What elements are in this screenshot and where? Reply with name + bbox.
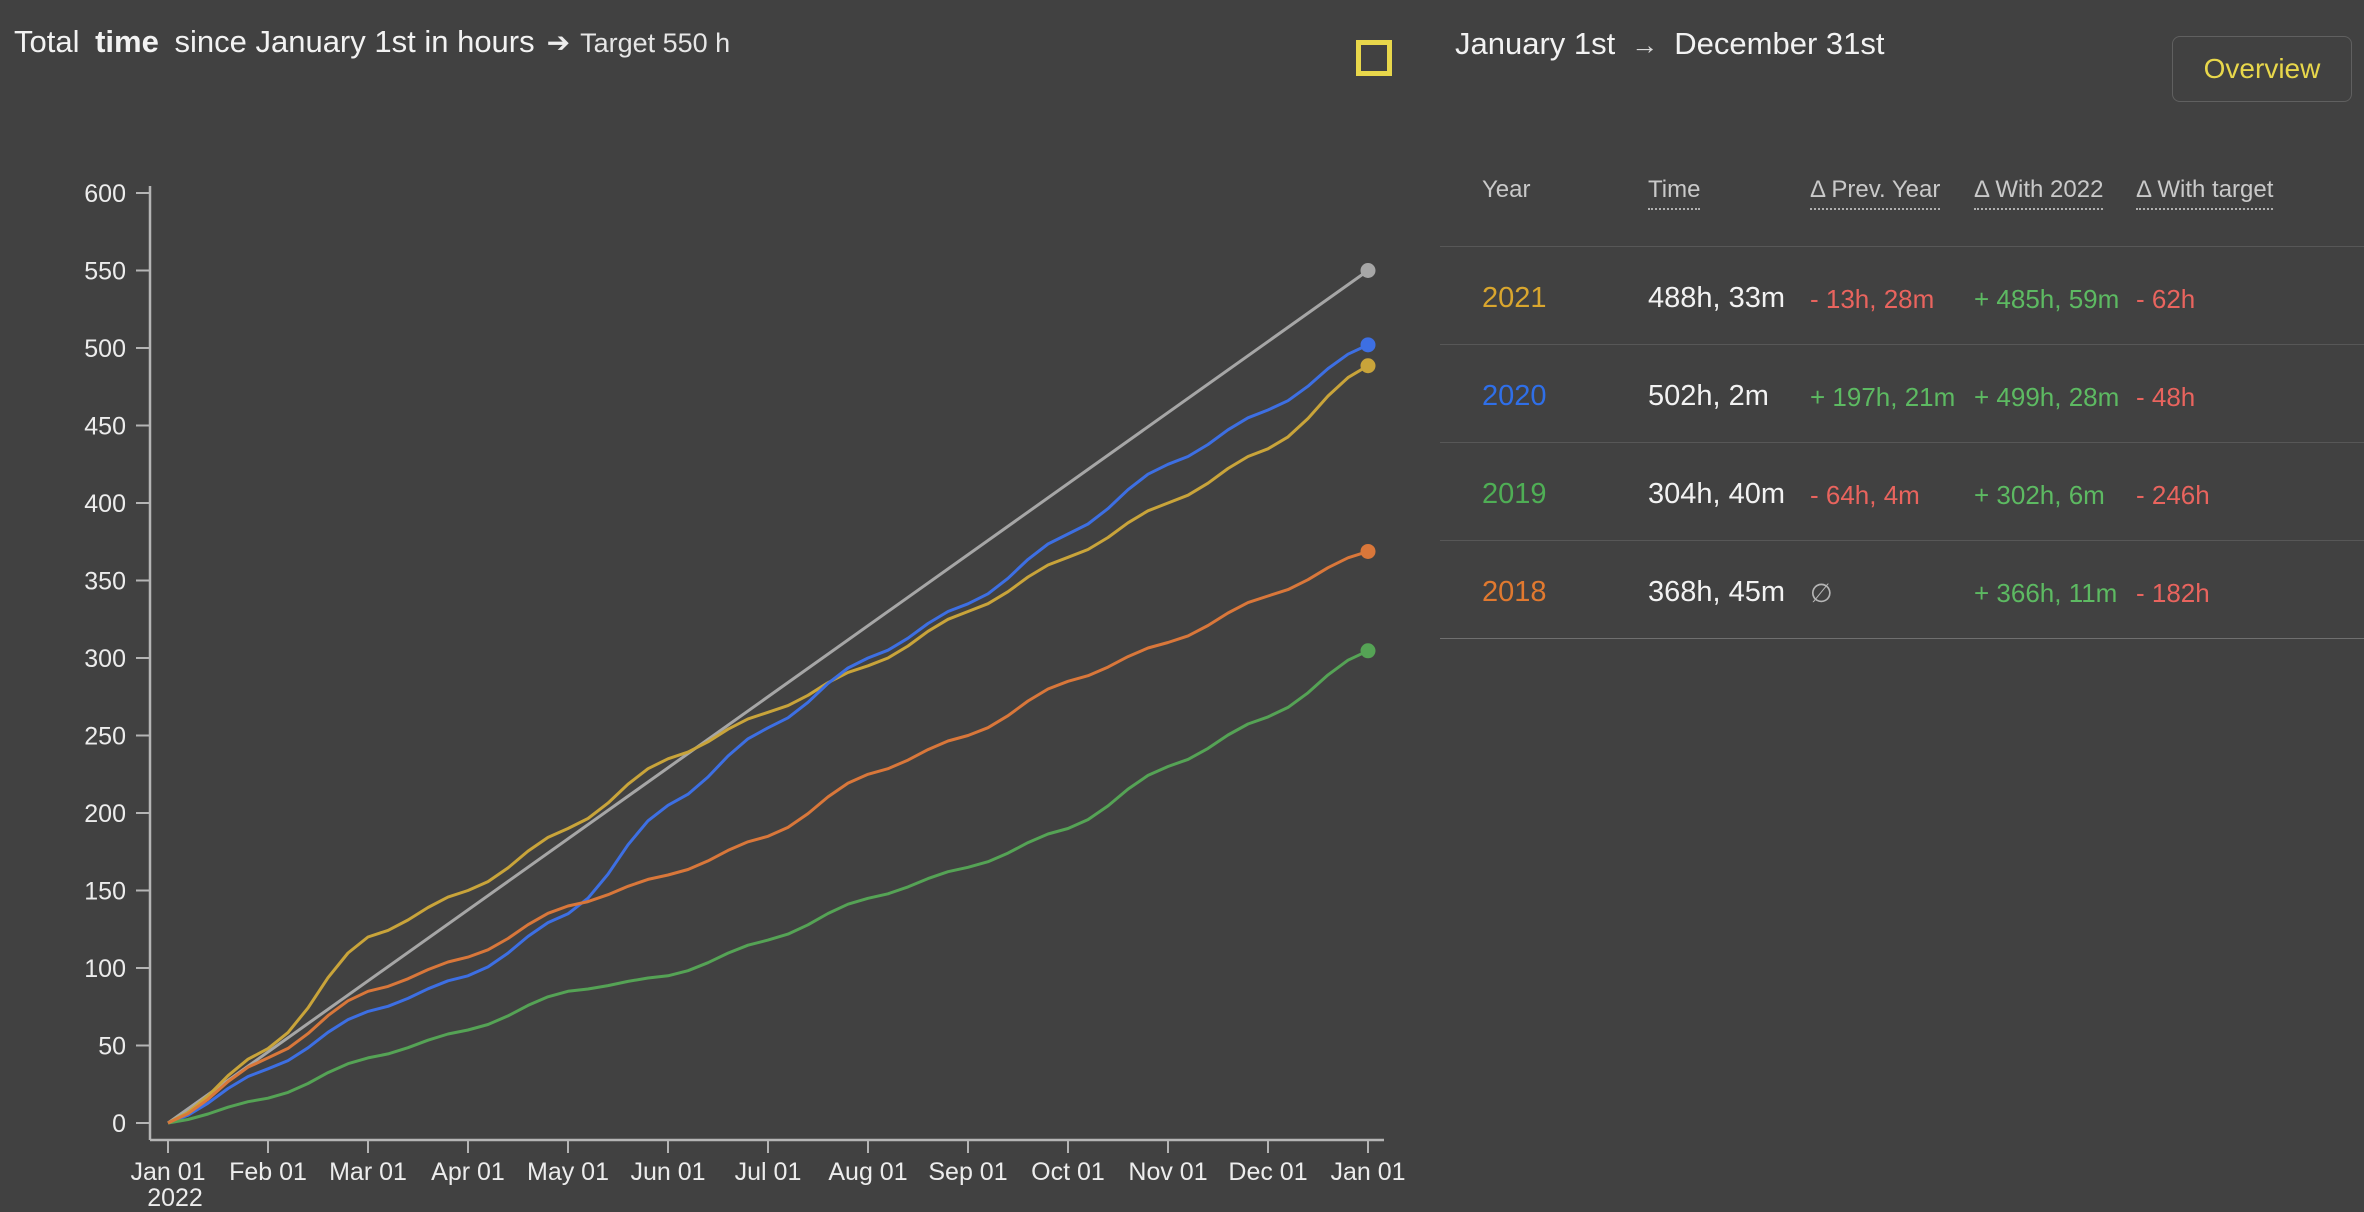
- table-header--with-target[interactable]: Δ With target: [2136, 176, 2274, 210]
- y-tick-label: 500: [84, 335, 126, 363]
- series-line-2020: [167, 343, 1369, 1125]
- arrow-icon: ➔: [546, 27, 571, 58]
- y-tick-label: 550: [84, 258, 126, 286]
- y-tick-label: 300: [84, 645, 126, 673]
- year-label-2019[interactable]: 2019: [1482, 478, 1547, 510]
- x-tick-label: May 01: [527, 1158, 609, 1186]
- y-tick-label: 450: [84, 413, 126, 441]
- year-label-2020[interactable]: 2020: [1482, 380, 1547, 412]
- table-row-separator: [1440, 638, 2364, 639]
- x-tick-label: Jan 01: [130, 1158, 205, 1186]
- delta-cell-2020-2: - 48h: [2136, 382, 2196, 412]
- fullscreen-corner: [1374, 40, 1392, 58]
- table-row-separator: [1440, 442, 2364, 443]
- chart-title-target: Target 550 h: [580, 28, 731, 58]
- x-axis-year-label: 2022: [147, 1184, 203, 1212]
- y-tick-label: 50: [98, 1033, 126, 1061]
- fullscreen-expand-icon[interactable]: [1356, 40, 1392, 76]
- time-value-2021: 488h, 33m: [1648, 282, 1786, 314]
- table-row-separator: [1440, 540, 2364, 541]
- delta-cell-2021-1: + 485h, 59m: [1974, 284, 2120, 314]
- chart-title-total: Total: [14, 24, 80, 59]
- delta-cell-2019-2: - 246h: [2136, 480, 2210, 510]
- time-value-2018: 368h, 45m: [1648, 576, 1786, 608]
- delta-cell-2021-2: - 62h: [2136, 284, 2196, 314]
- fullscreen-corner: [1374, 58, 1392, 76]
- x-tick-label: Oct 01: [1031, 1158, 1105, 1186]
- date-range-header: January 1st → December 31st: [1455, 26, 1884, 62]
- range-from: January 1st: [1455, 26, 1616, 61]
- x-tick-label: Mar 01: [329, 1158, 407, 1186]
- table-header-label[interactable]: Δ With target: [2136, 176, 2274, 210]
- table-header-time[interactable]: Time: [1648, 176, 1701, 210]
- delta-cell-2018-2: - 182h: [2136, 578, 2210, 608]
- x-tick-label: Nov 01: [1128, 1158, 1207, 1186]
- y-tick-label: 0: [112, 1110, 126, 1138]
- delta-cell-2019-1: + 302h, 6m: [1974, 480, 2105, 510]
- y-tick-label: 150: [84, 878, 126, 906]
- series-line-2018: [167, 549, 1369, 1125]
- x-tick-label: Aug 01: [828, 1158, 907, 1186]
- table-header--with-2022[interactable]: Δ With 2022: [1974, 176, 2104, 210]
- series-line-2019: [167, 649, 1369, 1125]
- series-end-dot-target-550-h: [1360, 263, 1376, 278]
- delta-cell-2021-0: - 13h, 28m: [1810, 284, 1935, 314]
- arrow-right-icon: →: [1631, 30, 1659, 60]
- x-tick-label: Jun 01: [630, 1158, 705, 1186]
- y-tick-label: 250: [84, 723, 126, 751]
- delta-cell-2018-0: ∅: [1810, 578, 1833, 608]
- x-tick-label: Dec 01: [1228, 1158, 1307, 1186]
- series-line-2021: [167, 364, 1369, 1125]
- year-comparison-table: Year Time Δ Prev. Year Δ With 2022 Δ With ta…: [1440, 176, 2364, 639]
- table-row-separator: [1440, 344, 2364, 345]
- series-end-dot-2021: [1360, 358, 1376, 374]
- delta-cell-2020-0: + 197h, 21m: [1810, 382, 1956, 412]
- overview-button[interactable]: Overview: [2172, 36, 2352, 102]
- fullscreen-corner: [1356, 58, 1374, 76]
- time-line-chart: 0 50 100 150 200 250 300 350 400 450 500 550 600 Jan …: [84, 180, 1405, 1212]
- x-tick-label: Jul 01: [735, 1158, 802, 1186]
- series-end-dot-2020: [1360, 337, 1376, 353]
- fullscreen-corner: [1356, 40, 1374, 58]
- table-header-label: Year: [1482, 176, 1531, 203]
- table-header-label[interactable]: Δ With 2022: [1974, 176, 2104, 210]
- x-tick-label: Apr 01: [431, 1158, 505, 1186]
- table-header-label[interactable]: Time: [1648, 176, 1701, 210]
- table-header-label[interactable]: Δ Prev. Year: [1810, 176, 1941, 210]
- chart-title-time: time: [95, 24, 159, 59]
- y-tick-label: 100: [84, 955, 126, 983]
- table-header--prev-year[interactable]: Δ Prev. Year: [1810, 176, 1941, 210]
- x-tick-label: Jan 01: [1330, 1158, 1405, 1186]
- time-value-2020: 502h, 2m: [1648, 380, 1769, 412]
- y-tick-label: 600: [84, 180, 126, 208]
- series-end-dot-2019: [1360, 643, 1376, 659]
- x-tick-label: Feb 01: [229, 1158, 307, 1186]
- range-to: December 31st: [1674, 26, 1885, 61]
- table-row-separator: [1440, 246, 2364, 247]
- delta-cell-2019-0: - 64h, 4m: [1810, 480, 1920, 510]
- year-label-2021[interactable]: 2021: [1482, 282, 1547, 314]
- series-line-target-550-h: [167, 269, 1369, 1125]
- x-tick-label: Sep 01: [928, 1158, 1007, 1186]
- delta-cell-2020-1: + 499h, 28m: [1974, 382, 2120, 412]
- time-value-2019: 304h, 40m: [1648, 478, 1786, 510]
- y-tick-label: 350: [84, 568, 126, 596]
- chart-title: Total time since January 1st in hours ➔ Ta…: [14, 24, 730, 60]
- chart-title-rest: since January 1st in hours: [174, 24, 535, 59]
- table-header-year: Year: [1482, 176, 1531, 204]
- delta-cell-2018-1: + 366h, 11m: [1974, 578, 2118, 608]
- y-tick-label: 400: [84, 490, 126, 518]
- year-label-2018[interactable]: 2018: [1482, 576, 1547, 608]
- series-end-dot-2018: [1360, 543, 1376, 559]
- y-tick-label: 200: [84, 800, 126, 828]
